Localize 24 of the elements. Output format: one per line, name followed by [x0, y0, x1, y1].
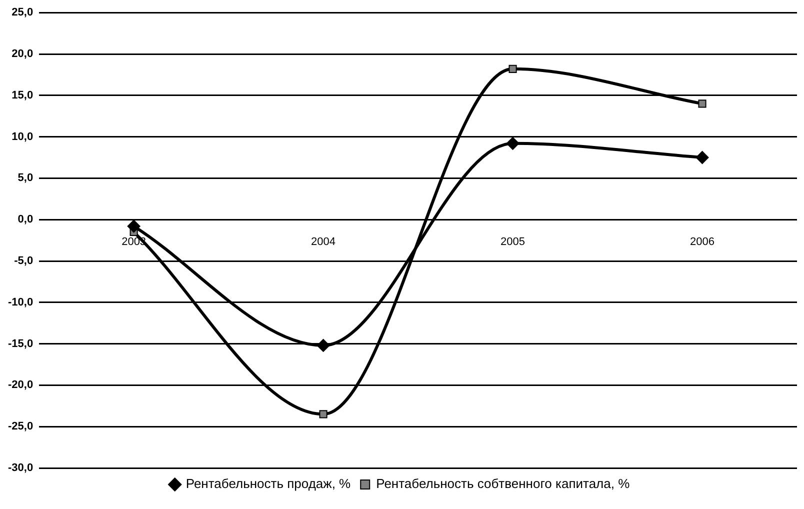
point [696, 151, 709, 164]
point [319, 410, 328, 418]
legend-label: Рентабельность собтвенного капитала, % [376, 476, 630, 492]
y-tick-label: 5,0 [18, 172, 34, 184]
x-tick-label: 2005 [500, 236, 526, 248]
x-tick-label: 2006 [690, 236, 714, 248]
y-tick-label: -25,0 [8, 420, 34, 433]
point [698, 100, 706, 108]
y-tick-label: -10,0 [8, 296, 34, 308]
y-tick-label: 10,0 [12, 130, 34, 143]
point [316, 338, 330, 352]
y-tick-label: -5,0 [14, 255, 34, 268]
point [127, 220, 140, 233]
point [508, 64, 517, 73]
y-tick-label: -15,0 [8, 338, 34, 350]
x-tick-label: 2004 [311, 236, 336, 248]
y-tick-label: 15,0 [12, 89, 34, 102]
y-tick-label: 0,0 [18, 214, 34, 226]
point [506, 136, 520, 150]
legend-label: Рентабельность продаж, % [186, 476, 352, 492]
y-tick-label: 25,0 [12, 6, 34, 19]
y-tick-label: 20,0 [12, 48, 34, 60]
y-tick-label: -20,0 [8, 379, 34, 392]
y-tick-label: -30,0 [8, 462, 34, 474]
